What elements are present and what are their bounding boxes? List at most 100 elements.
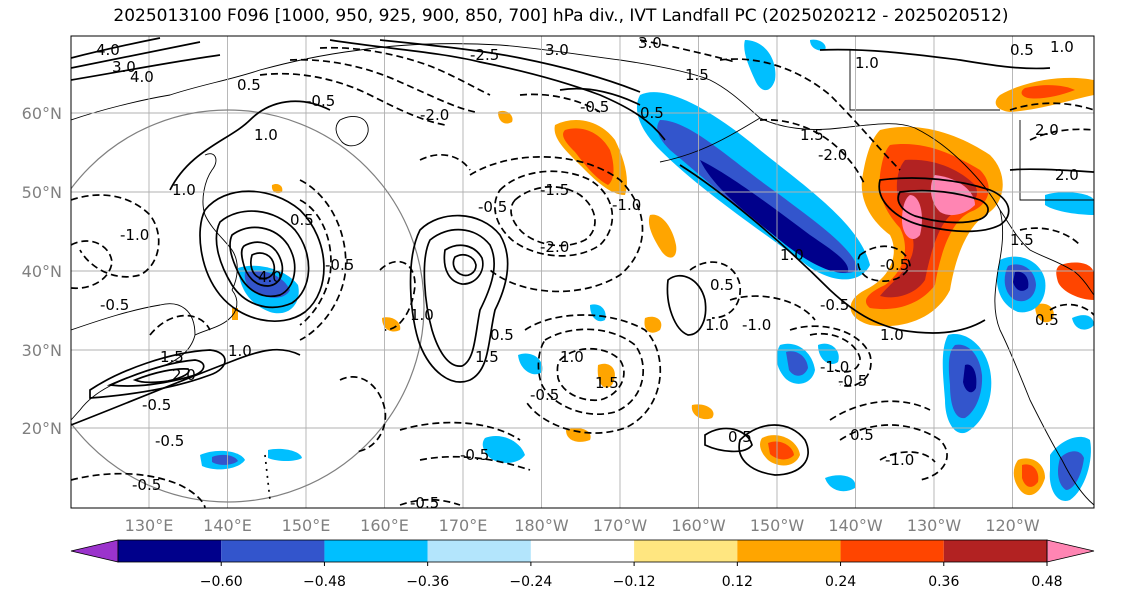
contour-label: -0.5 <box>325 256 354 274</box>
colorbar-tick-label: −0.60 <box>200 574 243 590</box>
colorbar-tick-label: −0.48 <box>303 574 346 590</box>
colorbar-swatch <box>427 540 531 562</box>
contour-line <box>71 37 161 59</box>
shade-blob <box>1056 262 1094 300</box>
colorbar-swatch <box>943 540 1047 562</box>
shade-blob <box>818 343 839 365</box>
lon-tick-label: 170°E <box>439 516 488 535</box>
contour-line <box>419 455 531 471</box>
contour-line <box>71 194 160 278</box>
contour-label: -2.0 <box>420 106 449 124</box>
contour-line <box>704 427 753 453</box>
contour-line <box>289 58 476 113</box>
contour-label: -0.5 <box>460 446 489 464</box>
contour-line <box>339 376 387 453</box>
contour-line <box>399 421 521 441</box>
shade-blob <box>498 110 513 124</box>
contour-label: -2.5 <box>470 46 499 64</box>
shade-blob <box>1022 464 1039 487</box>
lon-tick-label: 130°E <box>125 516 174 535</box>
shade-blob <box>1045 192 1094 215</box>
contour-line <box>809 332 861 373</box>
shade-blob <box>382 317 401 332</box>
shade-blob <box>1021 85 1075 99</box>
contour-label: 4.0 <box>258 268 282 286</box>
lon-tick-label: 170°W <box>593 516 648 535</box>
shade-blob <box>825 475 856 492</box>
lon-tick-label: 150°W <box>750 516 805 535</box>
contour-line <box>510 185 596 247</box>
contour-label: -1.0 <box>820 358 849 376</box>
contour-line <box>524 314 662 434</box>
contour-line <box>1049 303 1094 316</box>
contour-line <box>819 48 1051 70</box>
contour-label: 1.0 <box>560 348 584 366</box>
plot-frame <box>70 35 1095 509</box>
lat-tick-label: 20°N <box>22 419 62 438</box>
coastline <box>659 117 761 163</box>
contour-label: 3.0 <box>545 41 569 59</box>
contour-label: -0.5 <box>880 256 909 274</box>
contour-line <box>452 254 477 277</box>
contour-line <box>666 274 707 336</box>
contour-line <box>519 93 601 113</box>
contour-line <box>399 498 461 506</box>
contour-line <box>299 179 347 341</box>
colorbar-swatch <box>634 540 738 562</box>
lon-tick-label: 140°E <box>203 516 252 535</box>
contour-label: 2.0 <box>172 366 196 384</box>
contour-line <box>199 190 325 323</box>
contour-line <box>379 260 416 331</box>
latitude-labels: 60°N 50°N 40°N 30°N 20°N <box>22 104 62 438</box>
contour-line <box>264 454 271 501</box>
contour-label: -1.0 <box>612 196 641 214</box>
solid-contours <box>71 37 1094 476</box>
contour-line <box>878 177 1010 233</box>
contour-label: -0.5 <box>478 198 507 216</box>
contour-line <box>679 164 986 334</box>
lon-tick-label: 140°W <box>828 516 883 535</box>
contour-label: -0.5 <box>820 296 849 314</box>
shade-blob <box>768 441 794 460</box>
contour-line <box>443 244 484 285</box>
contour-line <box>215 210 310 309</box>
colorbar-tick-label: 0.36 <box>928 574 959 590</box>
contour-line <box>759 118 866 186</box>
shade-blob <box>786 351 808 376</box>
contour-label: -0.5 <box>410 494 439 512</box>
lon-tick-label: 180°W <box>514 516 569 535</box>
contour-label: -0.5 <box>100 296 129 314</box>
colorbar-swatch <box>530 540 635 562</box>
contour-line <box>494 170 614 257</box>
contour-line <box>639 39 736 63</box>
contour-label: 0.5 <box>710 276 734 294</box>
contour-line <box>319 46 491 96</box>
contour-label: -2.0 <box>540 238 569 256</box>
longitude-labels: 130°E 140°E 150°E 160°E 170°E 180°W 170°W 160°W… <box>125 516 1040 535</box>
shade-blob <box>744 40 776 91</box>
contour-label: 1.5 <box>1010 231 1034 249</box>
shade-blob <box>1058 451 1084 490</box>
shade-blob <box>644 316 662 333</box>
lat-tick-label: 40°N <box>22 262 62 281</box>
contour-label: 0.5 <box>1035 311 1059 329</box>
contour-line <box>250 252 276 280</box>
coastline <box>499 44 1094 296</box>
lon-tick-label: 150°E <box>282 516 331 535</box>
contour-line <box>71 348 301 426</box>
contour-line <box>240 241 284 287</box>
colorbar-swatch <box>324 540 428 562</box>
contour-label: -2.0 <box>818 146 847 164</box>
contour-label: 1.5 <box>475 348 499 366</box>
contour-label: 0.5 <box>728 428 752 446</box>
contour-line <box>857 245 911 282</box>
colorbar-extend-max <box>1046 539 1095 563</box>
lon-tick-label: 160°W <box>671 516 726 535</box>
contour-label: -0.5 <box>580 98 609 116</box>
contour-label: -0.5 <box>838 372 867 390</box>
contour-label: 2.0 <box>1035 121 1059 139</box>
contour-line <box>729 295 816 321</box>
shade-blob <box>963 364 977 393</box>
contour-line <box>259 72 446 126</box>
border-line <box>1019 120 1094 201</box>
